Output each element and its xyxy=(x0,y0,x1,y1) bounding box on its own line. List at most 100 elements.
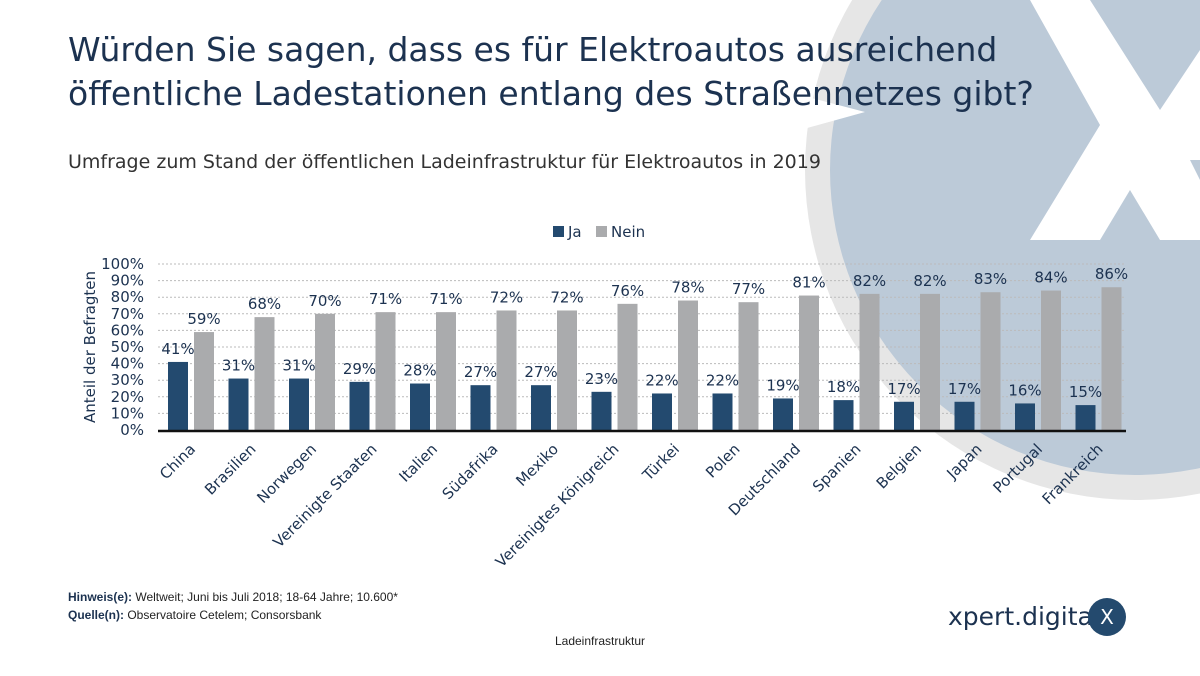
x-tick-label: Polen xyxy=(702,440,743,481)
x-tick-label: Vereinigte Staaten xyxy=(270,440,381,551)
legend-label-ja: Ja xyxy=(567,223,582,241)
bar-nein xyxy=(738,302,759,430)
y-tick-label: 90% xyxy=(111,272,144,290)
y-tick-label: 10% xyxy=(111,404,144,422)
legend-label-nein: Nein xyxy=(611,223,645,241)
data-label: 72% xyxy=(550,288,583,306)
data-label: 83% xyxy=(974,270,1007,288)
x-tick-label: Portugal xyxy=(989,440,1046,497)
data-label: 78% xyxy=(671,279,704,297)
y-tick-label: 0% xyxy=(120,421,144,439)
bar-ja xyxy=(1075,405,1096,430)
bar-ja xyxy=(470,385,491,430)
data-label: 22% xyxy=(706,371,739,389)
bar-ja xyxy=(289,378,309,430)
data-label: 86% xyxy=(1095,265,1128,283)
bar-ja xyxy=(773,398,793,430)
note-quelle: Quelle(n): Observatoire Cetelem; Consors… xyxy=(68,608,321,622)
x-tick-label: Belgien xyxy=(873,440,925,492)
y-tick-label: 100% xyxy=(101,255,144,273)
data-label: 71% xyxy=(369,290,402,308)
bar-nein xyxy=(799,295,819,430)
data-label: 15% xyxy=(1069,383,1102,401)
x-tick-label: Frankreich xyxy=(1039,440,1107,508)
hinweis-label: Hinweis(e): xyxy=(68,590,133,604)
bar-nein xyxy=(375,312,396,430)
quelle-text: Observatoire Cetelem; Consorsbank xyxy=(124,608,322,622)
title-line-1: Würden Sie sagen, dass es für Elektroaut… xyxy=(68,30,998,69)
chart-title: Würden Sie sagen, dass es für Elektroaut… xyxy=(68,28,1068,116)
x-tick-label: Vereinigtes Königreich xyxy=(492,440,623,571)
y-tick-label: 50% xyxy=(111,338,144,356)
data-label: 28% xyxy=(403,362,436,380)
data-label: 77% xyxy=(732,280,765,298)
data-label: 18% xyxy=(827,378,860,396)
data-label: 72% xyxy=(490,288,523,306)
bar-ja xyxy=(712,393,733,430)
bar-ja xyxy=(833,400,854,430)
bar-nein xyxy=(194,332,214,430)
bar-nein xyxy=(859,293,880,430)
bar-ja xyxy=(652,393,672,430)
data-label: 19% xyxy=(766,376,799,394)
data-label: 17% xyxy=(948,380,981,398)
x-tick-label: Brasilien xyxy=(201,440,259,498)
y-tick-label: 70% xyxy=(111,305,144,323)
bar-nein xyxy=(436,312,456,430)
y-tick-label: 60% xyxy=(111,321,144,339)
bar-ja xyxy=(531,385,551,430)
data-label: 68% xyxy=(248,295,281,313)
bar-ja xyxy=(228,378,249,430)
x-tick-label: Spanien xyxy=(809,440,865,496)
y-tick-label: 40% xyxy=(111,355,144,373)
bar-ja xyxy=(954,401,975,430)
brand-logo-icon[interactable]: X xyxy=(1088,598,1126,636)
data-label: 76% xyxy=(611,282,644,300)
bar-nein xyxy=(557,310,577,430)
bar-ja xyxy=(168,361,188,430)
x-tick-label: China xyxy=(156,440,199,483)
bar-nein xyxy=(496,310,517,430)
x-tick-label: Südafrika xyxy=(439,440,502,503)
x-tick-label: Türkei xyxy=(638,440,683,485)
bar-ja xyxy=(1015,403,1035,430)
data-label: 84% xyxy=(1034,269,1067,287)
bar-nein xyxy=(617,303,638,430)
brand-name[interactable]: xpert.digital xyxy=(948,602,1100,631)
y-tick-label: 80% xyxy=(111,288,144,306)
data-label: 59% xyxy=(187,310,220,328)
bar-nein xyxy=(315,313,335,430)
data-label: 23% xyxy=(585,370,618,388)
data-label: 17% xyxy=(887,380,920,398)
data-label: 70% xyxy=(308,292,341,310)
y-tick-label: 20% xyxy=(111,388,144,406)
data-label: 82% xyxy=(853,272,886,290)
data-label: 27% xyxy=(464,363,497,381)
data-label: 31% xyxy=(222,357,255,375)
bar-ja xyxy=(591,391,612,430)
bar-nein xyxy=(678,300,698,430)
title-line-2: öffentliche Ladestationen entlang des St… xyxy=(68,74,1034,113)
chart-subtitle: Umfrage zum Stand der öffentlichen Ladei… xyxy=(68,151,821,173)
x-tick-label: Italien xyxy=(395,440,441,486)
data-label: 71% xyxy=(429,290,462,308)
hinweis-text: Weltweit; Juni bis Juli 2018; 18-64 Jahr… xyxy=(132,590,398,604)
data-label: 41% xyxy=(161,340,194,358)
y-tick-label: 30% xyxy=(111,371,144,389)
bar-nein xyxy=(1041,290,1061,430)
bar-ja xyxy=(894,401,914,430)
data-label: 29% xyxy=(343,360,376,378)
data-label: 16% xyxy=(1008,381,1041,399)
data-label: 81% xyxy=(792,274,825,292)
bar-nein xyxy=(920,293,940,430)
data-label: 27% xyxy=(524,363,557,381)
data-label: 22% xyxy=(645,371,678,389)
x-tick-label: Japan xyxy=(943,440,986,483)
footer-caption: Ladeinfrastruktur xyxy=(554,634,646,648)
y-axis-label: Anteil der Befragten xyxy=(81,271,99,423)
data-label: 82% xyxy=(913,272,946,290)
legend-swatch-nein xyxy=(596,226,607,237)
note-hinweis: Hinweis(e): Weltweit; Juni bis Juli 2018… xyxy=(68,590,398,604)
x-tick-label: Mexiko xyxy=(512,440,562,490)
